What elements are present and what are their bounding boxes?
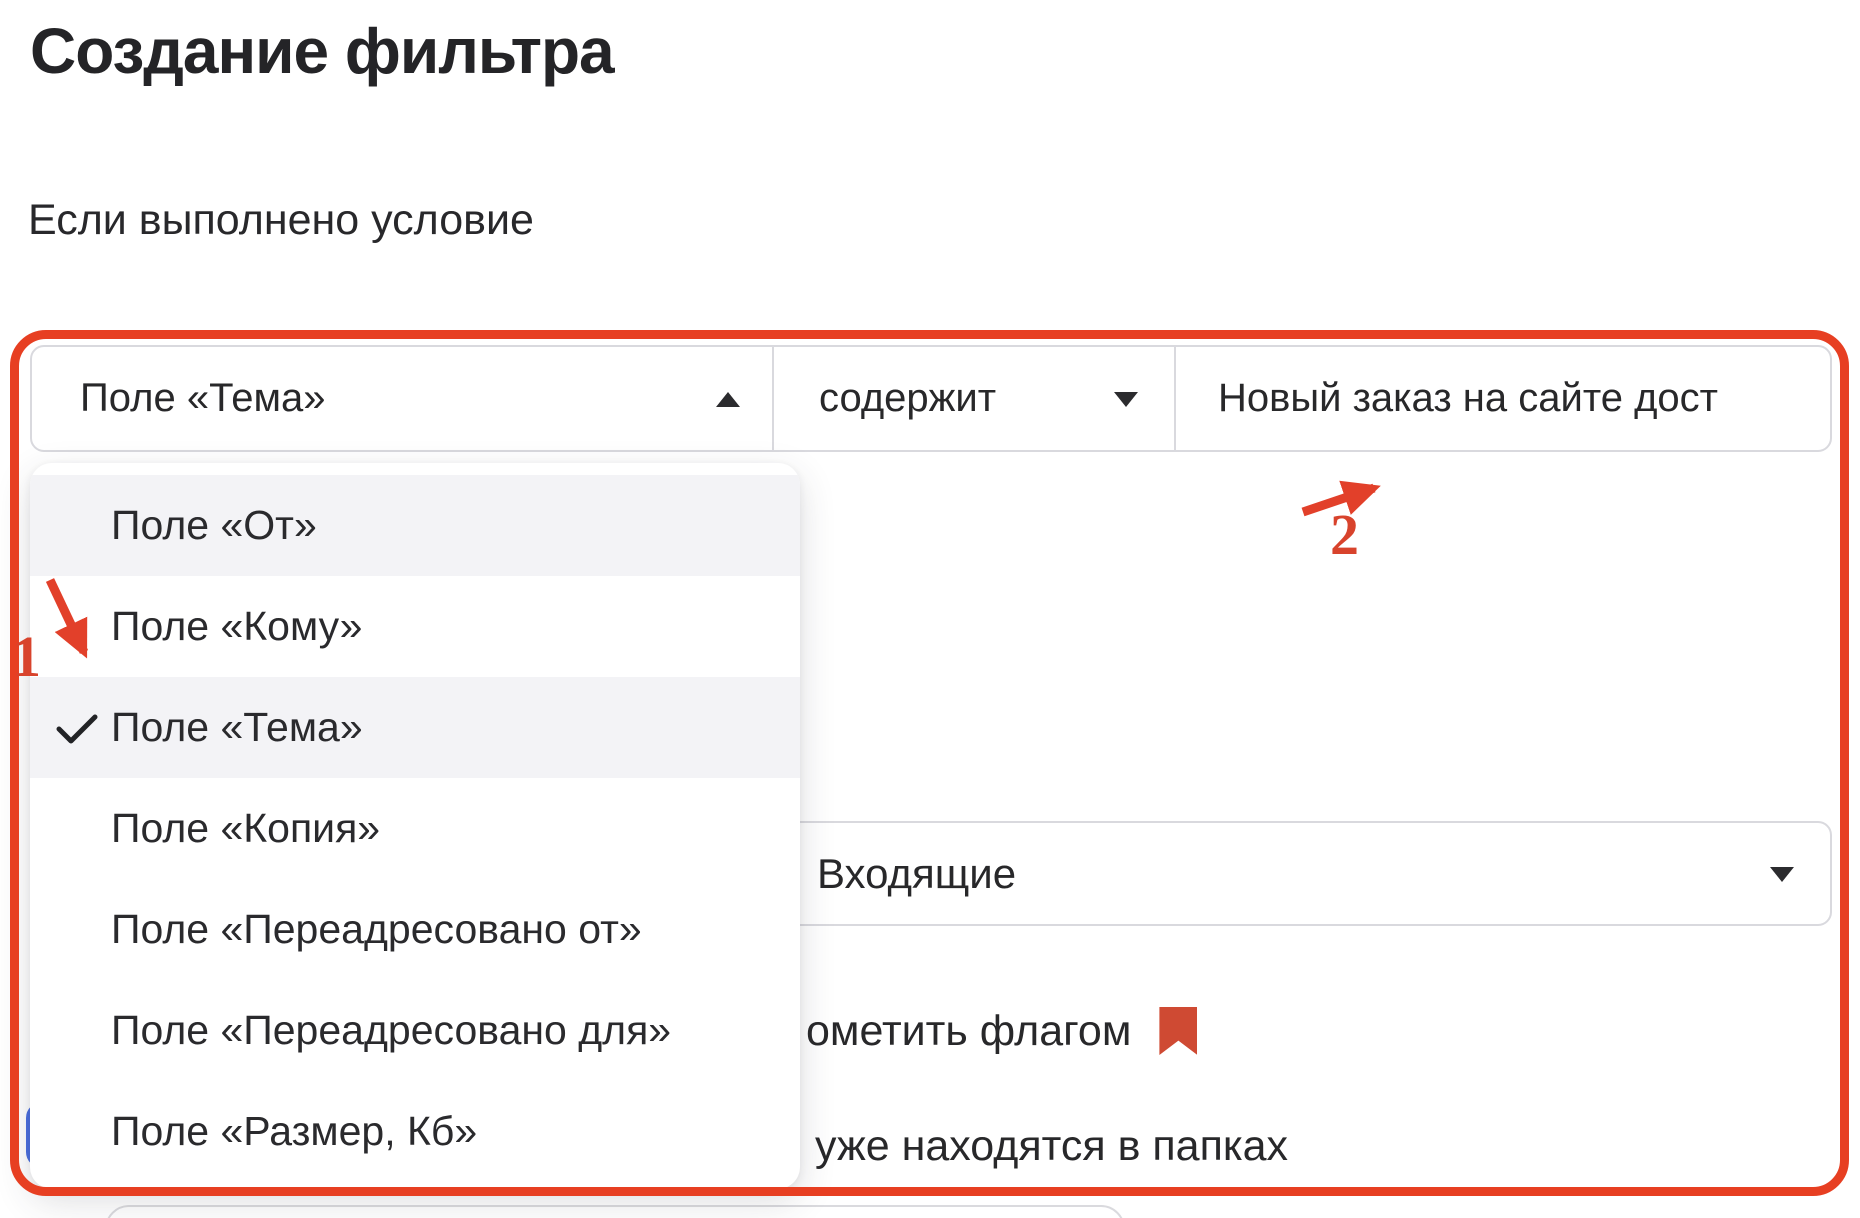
condition-row: Поле «Тема» содержит (30, 345, 1832, 452)
flag-action-label: ометить флагом (806, 1006, 1132, 1055)
menu-item-label: Поле «Переадресовано от» (111, 906, 642, 952)
field-select-value: Поле «Тема» (80, 376, 326, 420)
operator-select[interactable]: содержит (772, 347, 1174, 450)
menu-item-field-subject[interactable]: Поле «Тема» (30, 677, 800, 778)
triangle-down-icon (1114, 391, 1138, 407)
condition-section-heading: Если выполнено условие (28, 196, 534, 244)
menu-item-label: Поле «Переадресовано для» (111, 1007, 672, 1053)
menu-item-field-forwarded-for[interactable]: Поле «Переадресовано для» (30, 980, 800, 1081)
folder-select-value: Входящие (817, 849, 1017, 897)
apply-existing-label: уже находятся в папках (815, 1122, 1289, 1170)
partial-bottom-field[interactable] (105, 1205, 1125, 1218)
field-select[interactable]: Поле «Тема» (32, 347, 772, 450)
menu-item-label: Поле «Копия» (111, 805, 381, 851)
menu-item-label: Поле «Тема» (111, 704, 363, 750)
menu-item-label: Поле «Кому» (111, 603, 363, 649)
triangle-down-icon (1770, 866, 1794, 882)
menu-item-label: Поле «От» (111, 502, 317, 548)
field-dropdown-menu: Поле «От» Поле «Кому» Поле «Тема» Поле «… (30, 463, 800, 1189)
page-title: Создание фильтра (30, 15, 615, 87)
operator-select-value: содержит (819, 376, 997, 420)
triangle-up-icon (716, 391, 740, 407)
menu-item-field-cc[interactable]: Поле «Копия» (30, 778, 800, 879)
annotation-step-1: 1 (12, 624, 41, 689)
menu-item-field-size[interactable]: Поле «Размер, Кб» (30, 1081, 800, 1182)
condition-value-cell (1174, 347, 1830, 450)
menu-item-label: Поле «Размер, Кб» (111, 1108, 478, 1154)
annotation-step-2: 2 (1330, 502, 1359, 567)
menu-item-field-from[interactable]: Поле «От» (30, 475, 800, 576)
bookmark-flag-icon (1159, 1007, 1198, 1055)
menu-item-field-to[interactable]: Поле «Кому» (30, 576, 800, 677)
checkmark-icon (56, 714, 98, 743)
flag-action-row: ометить флагом (806, 1003, 1198, 1059)
menu-item-field-forwarded-from[interactable]: Поле «Переадресовано от» (30, 879, 800, 980)
folder-select[interactable]: Входящие (785, 821, 1832, 926)
condition-value-input[interactable] (1218, 376, 1824, 421)
